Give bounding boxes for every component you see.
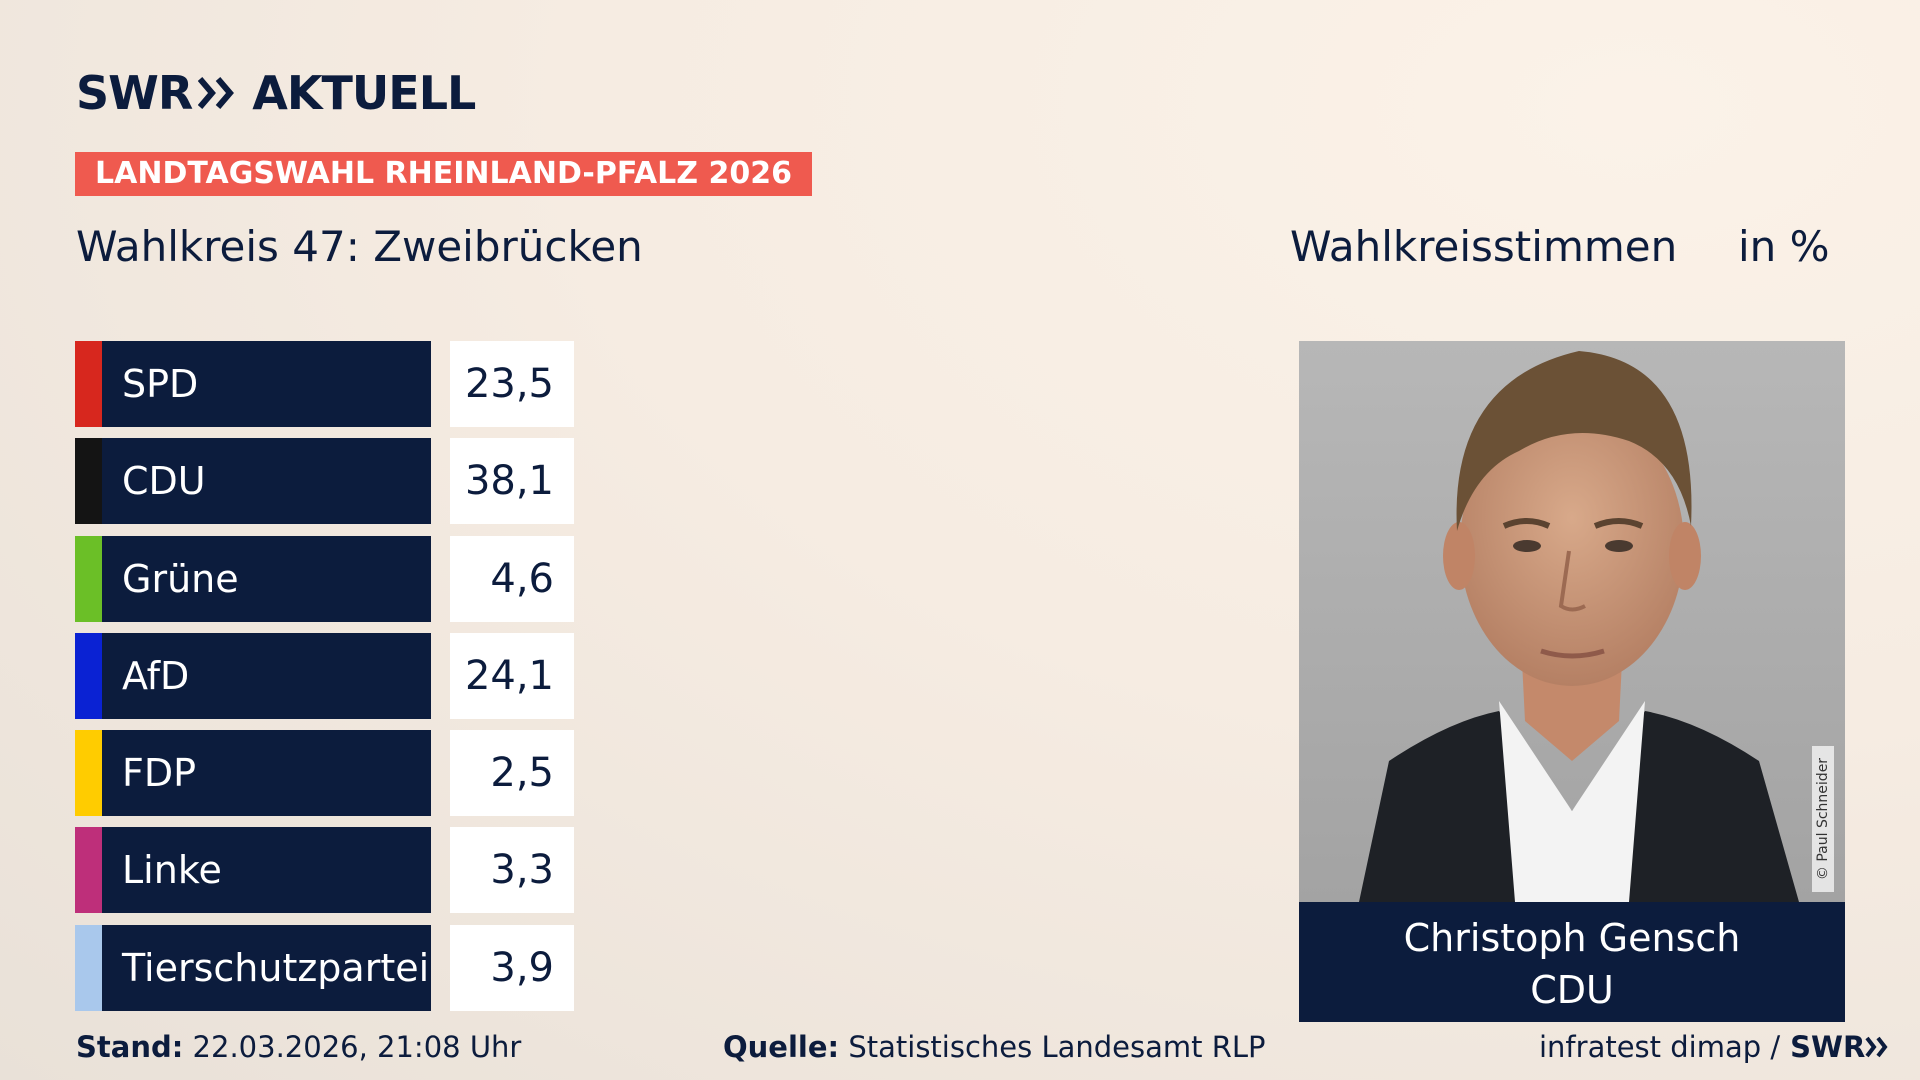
party-color-swatch [75,535,102,622]
logo-aktuell-text: AKTUELL [252,66,476,120]
party-color-swatch [75,827,102,914]
results-table: SPD 23,5 CDU 38,1 Grüne 4,6 AfD 24,1 FDP 2,5 Linke… [75,341,575,1022]
candidate-name: Christoph Gensch [1403,916,1741,960]
logo-swr-text: SWR [76,66,193,120]
party-name: FDP [122,751,197,796]
party-value: 38,1 [464,458,554,505]
result-row: CDU 38,1 [75,438,575,525]
party-bar: Linke [75,827,431,914]
value-box: 2,5 [450,730,574,817]
result-row: Tierschutzpartei 3,9 [75,924,575,1011]
party-value: 3,9 [490,944,554,991]
double-chevron-icon [198,76,238,110]
result-row: FDP 2,5 [75,730,575,817]
value-box: 23,5 [450,341,574,427]
party-color-swatch [75,341,102,427]
party-name: CDU [122,459,206,504]
party-bar: SPD [75,341,431,427]
party-value: 24,1 [464,652,554,699]
quelle-label: Quelle: [723,1030,840,1064]
credit-text: infratest dimap / [1539,1030,1781,1064]
quelle-value: Statistisches Landesamt RLP [848,1030,1266,1064]
metric-label: Wahlkreisstimmen [1290,222,1678,271]
result-row: Grüne 4,6 [75,535,575,622]
footer-quelle: Quelle: Statistisches Landesamt RLP [723,1030,1266,1064]
candidate-party: CDU [1530,968,1614,1012]
party-name: SPD [122,362,199,406]
value-box: 3,3 [450,827,574,914]
stand-label: Stand: [76,1030,184,1064]
party-name: Tierschutzpartei [122,945,430,990]
credit-swr-text: SWR [1790,1030,1866,1064]
party-name: Grüne [122,556,239,601]
metric-unit: in % [1738,222,1830,271]
double-chevron-icon [1865,1036,1888,1058]
value-box: 3,9 [450,924,574,1011]
stand-value: 22.03.2026, 21:08 Uhr [192,1030,522,1064]
party-color-swatch [75,632,102,719]
result-row: SPD 23,5 [75,341,575,427]
party-value: 23,5 [464,361,554,407]
party-name: AfD [122,653,190,698]
party-bar: Grüne [75,535,431,622]
credit-swr-logo: SWR [1790,1030,1891,1064]
photo-credit-text: © Paul Schneider [1815,757,1831,881]
party-value: 3,3 [490,847,554,894]
value-box: 24,1 [450,632,574,719]
swr-aktuell-logo: SWR AKTUELL [76,66,476,120]
party-bar: AfD [75,632,431,719]
party-bar: Tierschutzpartei [75,924,431,1011]
value-box: 4,6 [450,535,574,622]
result-row: AfD 24,1 [75,632,575,719]
party-value: 4,6 [490,555,554,602]
party-color-swatch [75,924,102,1011]
party-bar: CDU [75,438,431,525]
party-bar: FDP [75,730,431,817]
candidate-box: Christoph Gensch CDU [1299,902,1845,1022]
party-value: 2,5 [490,750,554,797]
party-color-swatch [75,438,102,525]
party-color-swatch [75,730,102,817]
value-box: 38,1 [450,438,574,525]
wahlkreis-title: Wahlkreis 47: Zweibrücken [76,222,643,271]
party-name: Linke [122,848,222,893]
footer-stand: Stand: 22.03.2026, 21:08 Uhr [76,1030,521,1064]
footer-credit: infratest dimap / SWR [1539,1030,1891,1064]
election-tag: LANDTAGSWAHL RHEINLAND-PFALZ 2026 [75,152,812,196]
result-row: Linke 3,3 [75,827,575,914]
candidate-portrait [1299,341,1845,902]
photo-credit: © Paul Schneider [1812,746,1834,892]
